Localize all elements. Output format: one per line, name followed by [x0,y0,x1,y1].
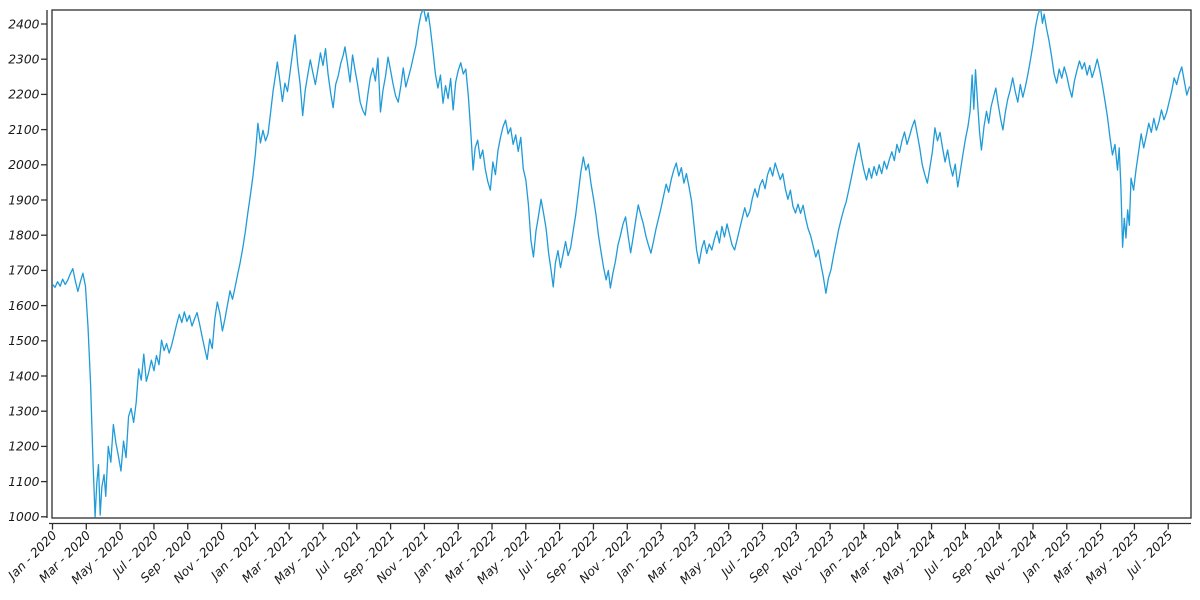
y-tick-label: 2000 [8,158,39,172]
y-tick-label: 1200 [8,440,39,454]
index-line-series [52,10,1191,518]
y-tick-label: 1500 [8,334,39,348]
y-tick-label: 2400 [8,17,39,31]
y-axis: 1000 1100 1200 1300 1400 1500 1600 1700 1800 1900… [8,10,48,524]
y-tick-label: 1300 [8,405,39,419]
y-tick-label: 1800 [8,229,39,243]
y-tick-label: 1000 [8,510,39,524]
y-tick-label: 1700 [8,264,39,278]
series-group [52,10,1191,518]
plot-border [51,9,1192,519]
y-tick-label: 1400 [8,369,39,383]
y-tick-label: 1100 [8,475,39,489]
y-tick-label: 2100 [8,123,39,137]
y-tick-label: 2300 [8,53,39,67]
y-tick-label: 2200 [8,88,39,102]
y-tick-label: 1900 [8,193,39,207]
y-tick-label: 1600 [8,299,39,313]
